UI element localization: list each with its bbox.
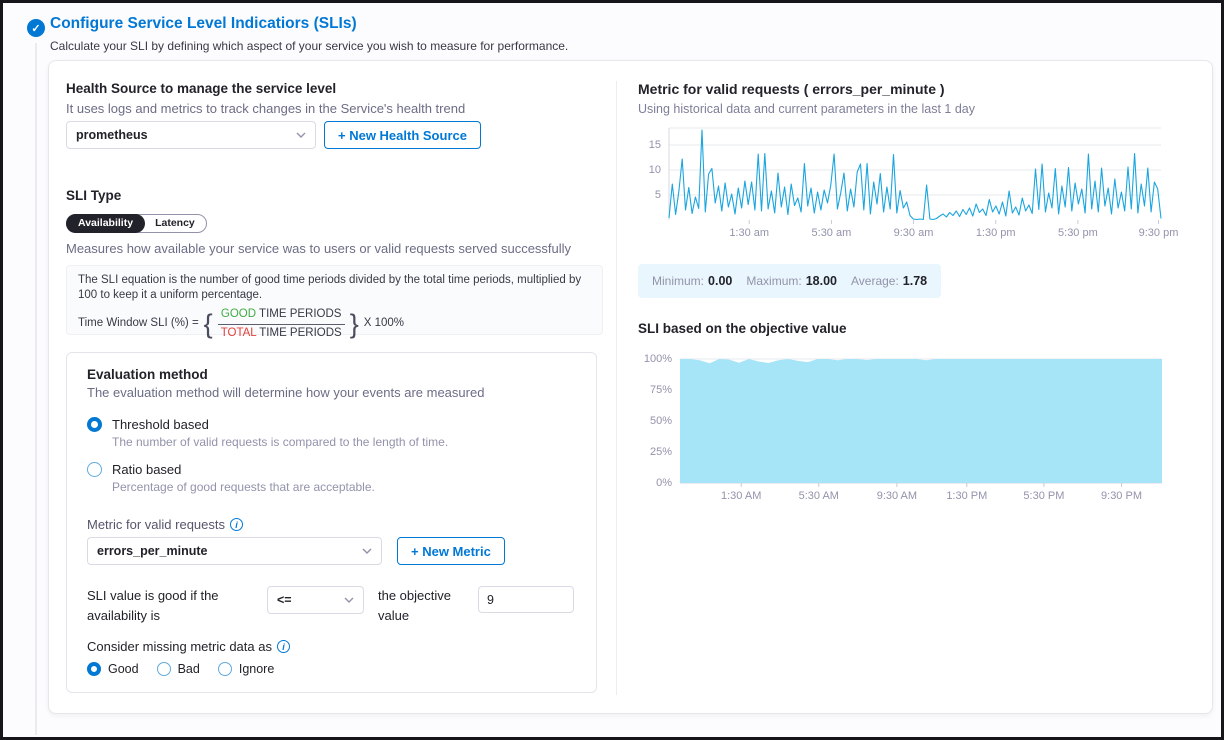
x-axis-label: 9:30 PM (1101, 490, 1142, 502)
sli-objective-chart-svg (680, 358, 1162, 487)
page-title: Configure Service Level Indicatiors (SLI… (50, 15, 357, 32)
objective-value-label: the objective value (378, 588, 451, 624)
y-axis-label: 25% (649, 446, 672, 458)
sli-config-card: Health Source to manage the service leve… (48, 60, 1213, 714)
good-periods-label: GOOD (220, 308, 257, 321)
x-axis-label: 1:30 pm (975, 227, 1016, 239)
y-axis-label: 5 (654, 189, 661, 201)
health-source-description: It uses logs and metrics to track change… (66, 101, 466, 116)
evaluation-method-heading: Evaluation method (87, 367, 208, 382)
minimum-value: 0.00 (708, 274, 733, 288)
threshold-based-description: The number of valid requests is compared… (112, 435, 449, 449)
info-icon[interactable]: i (230, 518, 243, 531)
ratio-based-description: Percentage of good requests that are acc… (112, 480, 375, 494)
metric-for-valid-requests-label: Metric for valid requests (87, 517, 225, 532)
health-source-select[interactable]: prometheus (66, 121, 316, 149)
ratio-based-label: Ratio based (112, 462, 182, 477)
x-axis-label: 5:30 AM (798, 490, 839, 502)
evaluation-method-description: The evaluation method will determine how… (87, 385, 485, 400)
sli-type-heading: SLI Type (66, 188, 122, 203)
missing-good-label: Good (108, 662, 139, 677)
equation-prefix: Time Window SLI (%) = (78, 317, 199, 330)
maximum-label: Maximum: (746, 274, 802, 288)
sli-objective-chart: 0% 25% 50% 75% 100% 1:30 AM 5:30 AM 9:30 AM 1:30… (638, 351, 1194, 516)
evaluation-method-box: Evaluation method The evaluation method … (66, 352, 597, 693)
metric-preview-subheading: Using historical data and current parame… (638, 102, 975, 116)
metric-preview-heading: Metric for valid requests ( errors_per_m… (638, 81, 945, 97)
column-divider (616, 81, 617, 695)
health-source-selected-value: prometheus (76, 128, 148, 142)
sli-type-option-availability[interactable]: Availability (66, 214, 146, 233)
new-metric-button[interactable]: + New Metric (397, 537, 505, 565)
x-axis-label: 5:30 pm (1058, 227, 1098, 239)
average-value: 1.78 (902, 274, 928, 288)
objective-value-input[interactable] (478, 586, 574, 613)
maximum-value: 18.00 (805, 274, 837, 288)
left-brace: { (203, 308, 213, 339)
right-brace: } (349, 308, 359, 339)
minimum-label: Minimum: (652, 274, 705, 288)
total-periods-label: TOTAL (220, 326, 257, 339)
y-axis-label: 100% (643, 353, 672, 365)
metric-chart-svg (668, 127, 1162, 224)
sli-good-label: SLI value is good if the availability is (87, 588, 219, 624)
comparator-select[interactable]: <= (267, 586, 364, 614)
sli-type-description: Measures how available your service was … (66, 241, 572, 256)
y-axis-label: 75% (649, 384, 672, 396)
x-axis-label: 9:30 pm (1138, 227, 1179, 239)
missing-bad-radio[interactable] (156, 662, 171, 677)
sli-equation-box: The SLI equation is the number of good t… (66, 265, 603, 339)
metric-select[interactable]: errors_per_minute (87, 537, 382, 565)
ratio-based-radio[interactable] (87, 462, 102, 477)
missing-bad-label: Bad (177, 662, 200, 677)
comparator-selected-value: <= (277, 593, 292, 607)
sli-preview-heading: SLI based on the objective value (638, 321, 847, 336)
x-axis-label: 9:30 am (893, 227, 934, 239)
sli-equation-text: The SLI equation is the number of good t… (78, 274, 582, 302)
missing-metric-data-label: Consider missing metric data as (87, 639, 272, 655)
average-label: Average: (850, 274, 899, 288)
sli-type-toggle: Availability Latency (66, 214, 207, 233)
chevron-down-icon (296, 132, 306, 138)
page-subtitle: Calculate your SLI by defining which asp… (50, 39, 569, 53)
info-icon[interactable]: i (276, 640, 290, 654)
x-axis-label: 1:30 PM (946, 490, 988, 502)
metric-stats: Minimum: 0.00 Maximum: 18.00 Average: 1.78 (638, 264, 942, 298)
chevron-down-icon (344, 597, 354, 603)
missing-good-radio[interactable] (87, 662, 101, 677)
sli-equation-formula: Time Window SLI (%) = { GOOD TIME PERIOD… (78, 307, 591, 340)
y-axis-label: 0% (656, 477, 672, 489)
stepper-line (35, 43, 37, 735)
x-axis-label: 5:30 am (811, 227, 852, 239)
step-check-icon: ✓ (27, 19, 45, 37)
sli-type-option-latency[interactable]: Latency (155, 217, 195, 229)
health-source-heading: Health Source to manage the service leve… (66, 81, 337, 96)
threshold-based-label: Threshold based (112, 417, 209, 432)
y-axis-label: 50% (649, 415, 672, 427)
equation-suffix: X 100% (363, 317, 405, 330)
x-axis-label: 9:30 AM (876, 490, 918, 502)
y-axis-label: 10 (648, 164, 661, 176)
x-axis-label: 5:30 PM (1023, 490, 1065, 502)
chevron-down-icon (362, 548, 372, 554)
x-axis-label: 1:30 AM (721, 490, 762, 502)
y-axis-label: 15 (648, 139, 661, 151)
new-health-source-button[interactable]: + New Health Source (324, 121, 481, 149)
equation-fraction: GOOD TIME PERIODS TOTAL TIME PERIODS (217, 307, 345, 340)
missing-ignore-label: Ignore (238, 662, 275, 677)
metric-selected-value: errors_per_minute (97, 544, 208, 558)
missing-ignore-radio[interactable] (217, 662, 232, 677)
threshold-based-radio[interactable] (87, 417, 102, 432)
x-axis-label: 1:30 am (729, 227, 770, 239)
metric-chart: 5 10 15 1:30 am 5:30 am 9:30 am 1:30 pm 5:30 pm… (638, 123, 1194, 245)
